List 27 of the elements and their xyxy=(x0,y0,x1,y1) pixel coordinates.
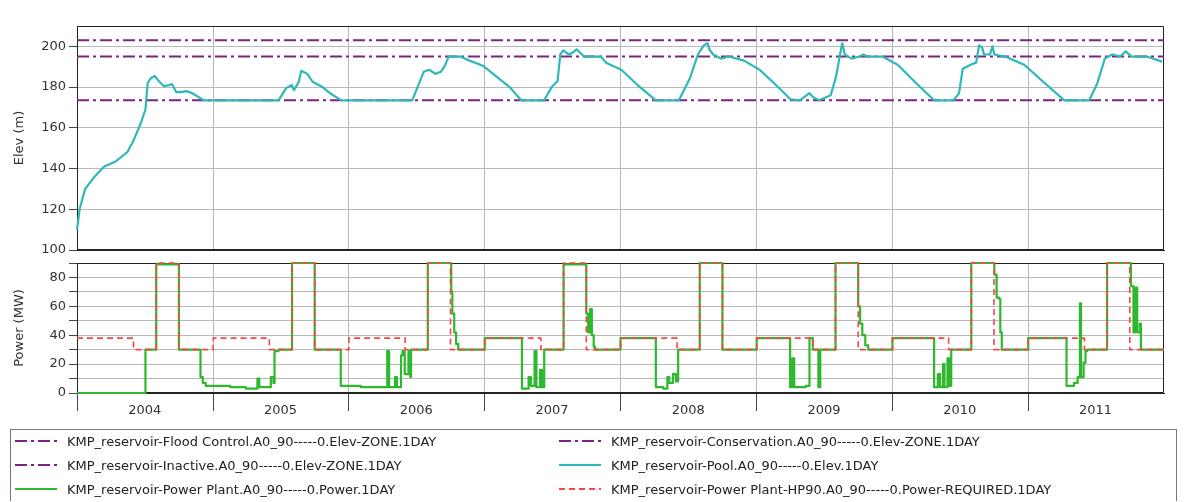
legend-label: KMP_reservoir-Conservation.A0_90-----0.Elev-ZONE.1DAY xyxy=(611,433,980,449)
legend-label: KMP_reservoir-Power Plant-HP90.A0_90-----0.Power-REQUIRED.1DAY xyxy=(611,481,1052,497)
y-tick-label: 180 xyxy=(41,78,66,94)
x-tick-label: 2011 xyxy=(1079,402,1113,418)
y-tick-label: 160 xyxy=(41,119,66,135)
y-axis-title: Elev (m) xyxy=(11,110,27,166)
legend-label: KMP_reservoir-Power Plant.A0_90-----0.Power.1DAY xyxy=(67,481,396,497)
x-tick-label: 2009 xyxy=(807,402,841,418)
y-tick-label: 0 xyxy=(57,384,66,400)
x-tick-label: 2004 xyxy=(128,402,162,418)
y-tick-label: 100 xyxy=(41,241,66,257)
legend-label: KMP_reservoir-Pool.A0_90-----0.Elev.1DAY xyxy=(611,457,879,473)
y-tick-label: 140 xyxy=(41,159,66,175)
y-tick-label: 120 xyxy=(41,200,66,216)
x-tick-label: 2006 xyxy=(399,402,433,418)
y-tick-label: 40 xyxy=(49,326,66,342)
y-axis-title: Power (MW) xyxy=(11,289,27,367)
y-tick-label: 60 xyxy=(49,297,66,313)
x-tick-label: 2005 xyxy=(263,402,298,418)
x-tick-label: 2007 xyxy=(535,402,569,418)
x-tick-label: 2008 xyxy=(671,402,705,418)
y-tick-label: 20 xyxy=(49,355,66,371)
y-tick-label: 200 xyxy=(41,37,66,53)
legend-label: KMP_reservoir-Flood Control.A0_90-----0.Elev-ZONE.1DAY xyxy=(67,433,437,449)
legend-label: KMP_reservoir-Inactive.A0_90-----0.Elev-ZONE.1DAY xyxy=(67,457,402,473)
x-tick-label: 2010 xyxy=(943,402,977,418)
y-tick-label: 80 xyxy=(49,268,66,284)
